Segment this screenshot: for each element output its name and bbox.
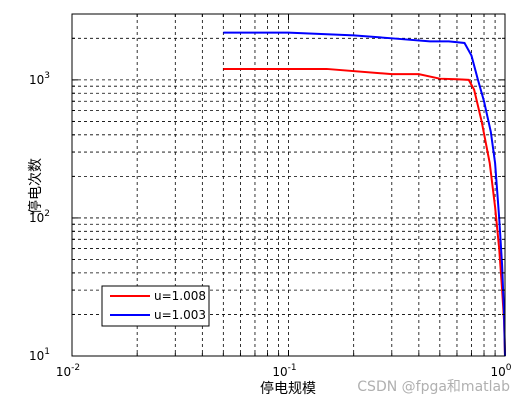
y-tick-exponent: 3	[44, 71, 50, 81]
y-tick-exponent: 2	[44, 209, 50, 219]
grid	[72, 14, 505, 356]
x-tick-exponent: -1	[288, 363, 297, 373]
x-tick-exponent: -2	[71, 363, 80, 373]
legend-label-series-1: u=1.008	[154, 289, 206, 303]
y-axis-label: 停电次数	[27, 158, 44, 214]
x-tick-exponent: 0	[506, 363, 512, 373]
legend-label-series-2: u=1.003	[154, 308, 206, 322]
y-tick-exponent: 1	[44, 347, 50, 357]
x-axis-label: 停电规模	[260, 380, 316, 397]
watermark: CSDN @fpga和matlab	[357, 379, 510, 395]
series-line-1	[223, 67, 506, 357]
legend-box	[101, 285, 210, 327]
y-tick-label: 103	[29, 71, 50, 87]
y-tick-label: 101	[29, 347, 50, 363]
legend: u=1.008 u=1.003	[101, 285, 210, 327]
series-line-2	[223, 31, 506, 357]
x-tick-label: 10-1	[272, 363, 296, 379]
series-layer	[223, 31, 506, 357]
x-tick-label: 10-2	[56, 363, 80, 379]
